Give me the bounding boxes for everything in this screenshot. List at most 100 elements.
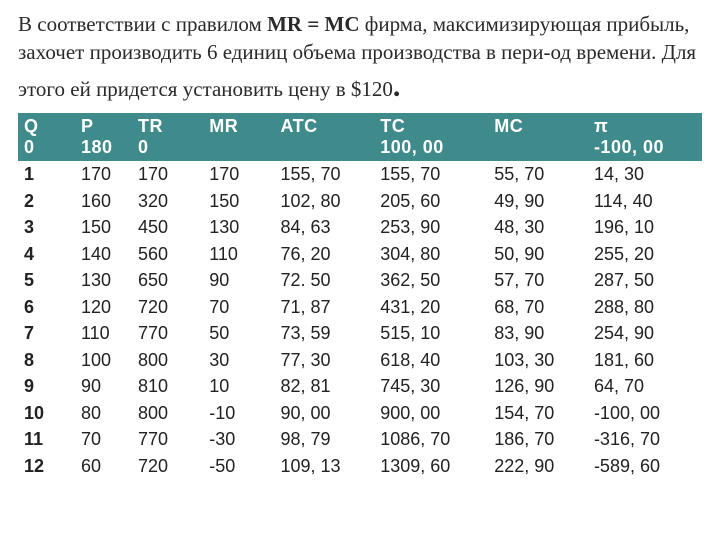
table-cell: 515, 10 [374,320,488,347]
table-cell: 73, 59 [274,320,374,347]
col-header: TR0 [132,113,203,161]
table-row: 81008003077, 30618, 40103, 30181, 60 [18,347,702,374]
table-row: 315045013084, 63253, 9048, 30196, 10 [18,214,702,241]
table-cell: 431, 20 [374,294,488,321]
table-cell: 9 [18,373,75,400]
table-cell: 90, 00 [274,400,374,427]
table-cell: 900, 00 [374,400,488,427]
table-cell: -100, 00 [588,400,702,427]
table-cell: 70 [203,294,274,321]
table-cell: 320 [132,188,203,215]
table-cell: 72. 50 [274,267,374,294]
table-cell: 720 [132,453,203,480]
col-header: π-100, 00 [588,113,702,161]
table-row: 71107705073, 59515, 1083, 90254, 90 [18,320,702,347]
table-cell: 49, 90 [488,188,588,215]
table-cell: -589, 60 [588,453,702,480]
table-cell: 450 [132,214,203,241]
col-header: MR [203,113,274,161]
table-cell: 7 [18,320,75,347]
table-cell: 130 [203,214,274,241]
table-cell: 48, 30 [488,214,588,241]
table-cell: 1309, 60 [374,453,488,480]
table-cell: 60 [75,453,132,480]
col-header: ATC [274,113,374,161]
table-cell: 150 [75,214,132,241]
table-cell: 196, 10 [588,214,702,241]
table-cell: 155, 70 [274,161,374,188]
table-cell: 4 [18,241,75,268]
table-cell: 55, 70 [488,161,588,188]
table-body: 1170170170155, 70155, 7055, 7014, 302160… [18,161,702,479]
table-cell: -30 [203,426,274,453]
table-cell: 2 [18,188,75,215]
table-cell: 126, 90 [488,373,588,400]
table-cell: 800 [132,347,203,374]
table-cell: 130 [75,267,132,294]
table-cell: 14, 30 [588,161,702,188]
intro-part1: В соответствии с правилом [18,12,267,36]
table-cell: 6 [18,294,75,321]
table-cell: 76, 20 [274,241,374,268]
table-cell: 83, 90 [488,320,588,347]
table-cell: 50 [203,320,274,347]
table-row: 1170170170155, 70155, 7055, 7014, 30 [18,161,702,188]
table-cell: 560 [132,241,203,268]
table-cell: 150 [203,188,274,215]
table-cell: 8 [18,347,75,374]
table-cell: 170 [132,161,203,188]
table-cell: 800 [132,400,203,427]
table-row: 51306509072. 50362, 5057, 70287, 50 [18,267,702,294]
table-row: 9908101082, 81745, 30126, 9064, 70 [18,373,702,400]
table-cell: 114, 40 [588,188,702,215]
table-row: 1080800-1090, 00900, 00154, 70-100, 00 [18,400,702,427]
table-cell: 110 [75,320,132,347]
table-cell: 50, 90 [488,241,588,268]
table-cell: 255, 20 [588,241,702,268]
table-row: 1170770-3098, 791086, 70186, 70-316, 70 [18,426,702,453]
table-cell: 90 [203,267,274,294]
table-cell: 287, 50 [588,267,702,294]
table-cell: 77, 30 [274,347,374,374]
table-cell: 810 [132,373,203,400]
table-cell: 11 [18,426,75,453]
table-cell: 155, 70 [374,161,488,188]
table-cell: 70 [75,426,132,453]
table-cell: 10 [203,373,274,400]
econ-table: Q0P180TR0MR ATC TC100, 00MC π-100, 00 11… [18,113,702,479]
table-cell: 181, 60 [588,347,702,374]
table-row: 2160320150102, 80205, 6049, 90114, 40 [18,188,702,215]
table-cell: 90 [75,373,132,400]
table-cell: 140 [75,241,132,268]
table-row: 61207207071, 87431, 2068, 70288, 80 [18,294,702,321]
table-cell: 12 [18,453,75,480]
table-cell: 110 [203,241,274,268]
table-cell: 186, 70 [488,426,588,453]
table-cell: -50 [203,453,274,480]
table-cell: -316, 70 [588,426,702,453]
table-cell: 1086, 70 [374,426,488,453]
table-cell: 10 [18,400,75,427]
table-cell: 745, 30 [374,373,488,400]
table-cell: 362, 50 [374,267,488,294]
table-cell: 205, 60 [374,188,488,215]
table-cell: 222, 90 [488,453,588,480]
table-cell: 82, 81 [274,373,374,400]
col-header: MC [488,113,588,161]
table-cell: 103, 30 [488,347,588,374]
table-cell: 30 [203,347,274,374]
table-head: Q0P180TR0MR ATC TC100, 00MC π-100, 00 [18,113,702,161]
table-cell: 68, 70 [488,294,588,321]
table-cell: 254, 90 [588,320,702,347]
table-cell: 120 [75,294,132,321]
col-header: TC100, 00 [374,113,488,161]
table-cell: 170 [203,161,274,188]
table-cell: 154, 70 [488,400,588,427]
table-row: 414056011076, 20304, 8050, 90255, 20 [18,241,702,268]
intro-rule: MR = MC [267,12,359,36]
table-cell: 3 [18,214,75,241]
table-cell: 770 [132,320,203,347]
table-cell: 5 [18,267,75,294]
table-cell: 98, 79 [274,426,374,453]
table-cell: 102, 80 [274,188,374,215]
